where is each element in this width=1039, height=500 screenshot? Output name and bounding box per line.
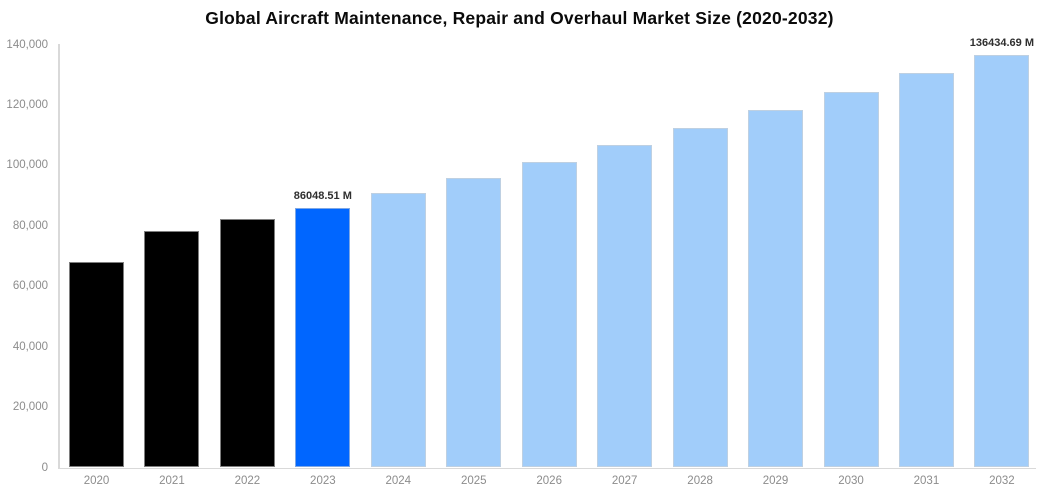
x-tick-label-2031: 2031	[913, 475, 940, 487]
y-tick-label: 40,000	[12, 340, 48, 353]
y-tick-label: 0	[41, 461, 48, 474]
value-label-2023: 86048.51 M	[293, 189, 352, 202]
bar-2024	[370, 193, 426, 468]
y-tick-label: 140,000	[6, 38, 48, 51]
bar-2021	[144, 231, 200, 468]
x-tick-label-2023: 2023	[310, 475, 336, 487]
x-tick-label-2020: 2020	[83, 475, 110, 487]
x-tick-label-2024: 2024	[385, 475, 412, 487]
x-tick-label-2032: 2032	[989, 475, 1015, 487]
y-tick-label: 100,000	[6, 159, 48, 172]
x-tick-label-2027: 2027	[611, 475, 638, 487]
x-tick-label-2029: 2029	[762, 475, 789, 487]
bar-2022	[219, 219, 275, 468]
x-tick-label-2021: 2021	[159, 475, 185, 487]
y-axis-line	[58, 44, 60, 468]
value-label-2032: 136434.69 M	[969, 37, 1034, 50]
x-tick-label-2025: 2025	[460, 475, 487, 487]
bar-2020	[69, 262, 124, 468]
y-tick-label: 80,000	[12, 219, 48, 232]
bar-2025	[446, 178, 502, 468]
y-tick-label: 120,000	[6, 98, 48, 111]
bar-2031	[898, 73, 954, 468]
bar-2029	[748, 110, 804, 468]
y-tick-label: 20,000	[12, 401, 48, 414]
bar-2023	[295, 207, 351, 468]
bar-2027	[597, 145, 653, 468]
chart-title: Global Aircraft Maintenance, Repair and …	[205, 8, 834, 28]
x-tick-label-2028: 2028	[687, 475, 713, 487]
bar-2028	[672, 127, 728, 468]
bar-2032	[974, 55, 1030, 468]
bar-2030	[823, 91, 879, 468]
y-tick-label: 60,000	[12, 280, 48, 293]
x-axis-line	[58, 467, 1036, 469]
x-tick-label-2026: 2026	[536, 475, 562, 487]
bar-2026	[521, 161, 577, 468]
x-tick-label-2030: 2030	[838, 475, 864, 487]
x-tick-label-2022: 2022	[234, 475, 261, 487]
